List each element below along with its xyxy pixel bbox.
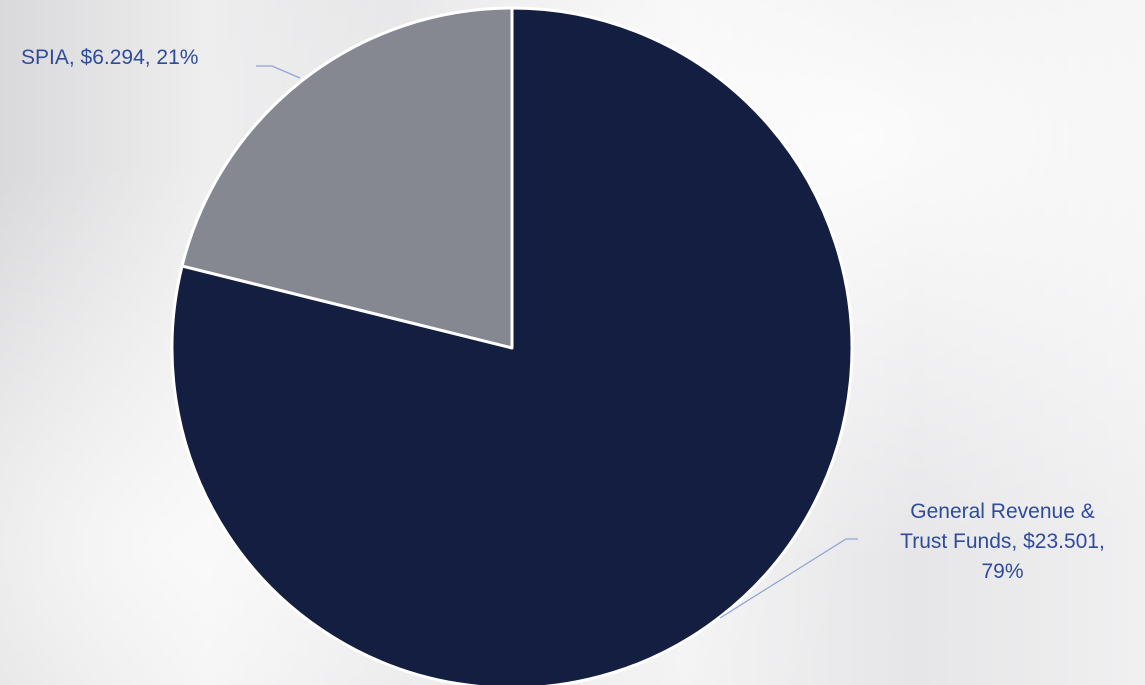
pie-slice-spia	[180, 6, 514, 350]
leader-line-general-revenue	[719, 538, 858, 619]
data-label-general-revenue-line-2: Trust Funds, $23.501,	[900, 530, 1105, 553]
data-label-general-revenue-line-3: 79%	[981, 560, 1024, 583]
leader-line-spia	[256, 65, 301, 79]
pie-slices	[170, 6, 854, 685]
data-label-general-revenue-line-1: General Revenue &	[910, 500, 1095, 523]
pie-slice-general-revenue	[170, 6, 854, 685]
data-label-spia: SPIA, $6.294, 21%	[21, 46, 199, 69]
leader-lines	[256, 65, 858, 619]
